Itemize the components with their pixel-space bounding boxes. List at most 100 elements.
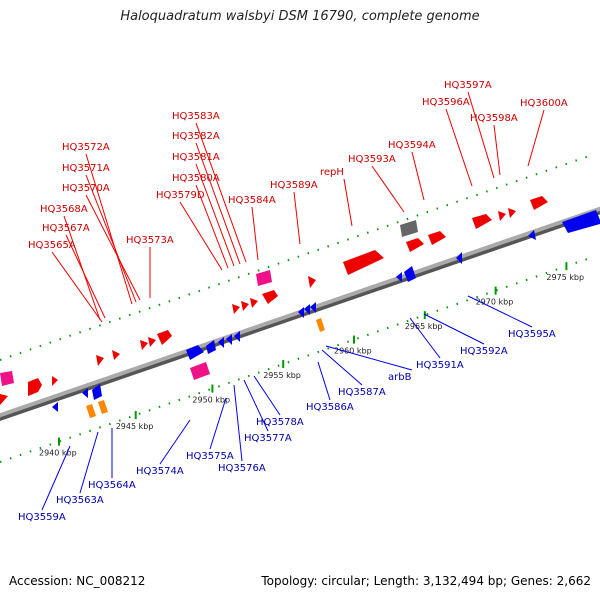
gene-forward	[96, 355, 104, 366]
gene-forward	[157, 330, 172, 345]
gene-label: HQ3579D	[156, 190, 205, 201]
gene-forward	[0, 394, 8, 405]
gene-label: HQ3565A	[28, 240, 76, 251]
gene-label-leader	[85, 153, 133, 305]
gene-label: HQ3595A	[508, 329, 556, 340]
gene-label: HQ3584A	[228, 195, 276, 206]
gene-label: HQ3581A	[172, 152, 220, 163]
gene-label: HQ3567A	[42, 223, 90, 234]
gene-label-leader	[63, 215, 101, 321]
gene-label: HQ3559A	[18, 512, 66, 523]
gene-label-leader	[445, 108, 473, 187]
accession-info: Accession: NC_008212	[9, 574, 146, 588]
scale-ticks: 2940 kbp 2945 kbp 2950 kbp 2955 kbp 2960 kbp…	[39, 262, 584, 458]
gene-label-leader	[325, 345, 413, 371]
gene-forward	[28, 378, 42, 396]
scale-tick-label: 2975 kbp	[546, 273, 584, 282]
gene-label-leader	[243, 379, 269, 432]
gene-label: HQ3591A	[416, 360, 464, 371]
gene-forward	[472, 214, 492, 229]
gene-labels: HQ3565A HQ3567A HQ3568A HQ3570A HQ3571A HQ357…	[18, 80, 568, 523]
gene-label: HQ3571A	[62, 163, 110, 174]
gene-label: HQ3578A	[256, 417, 304, 428]
scale-tick-label: 2955 kbp	[263, 371, 301, 380]
gene-forward	[262, 290, 278, 304]
gene-label-leader	[317, 361, 331, 401]
gene-label-leader	[195, 184, 229, 269]
gene-label-leader	[409, 317, 441, 359]
gene-forward	[530, 196, 548, 210]
gene-other	[316, 318, 325, 332]
gene-forward	[308, 276, 316, 288]
gene-label: HQ3592A	[460, 346, 508, 357]
gene-label-leader	[343, 178, 353, 227]
gene-reverse	[528, 230, 536, 240]
gene-label: HQ3596A	[422, 97, 470, 108]
gene-label-leader	[411, 151, 425, 201]
gene-label-leader	[527, 109, 545, 167]
gene-label: HQ3577A	[244, 433, 292, 444]
gene-label-leader	[51, 251, 103, 323]
gene-reverse	[310, 302, 316, 313]
gene-label: HQ3597A	[444, 80, 492, 91]
gene-label-leader	[371, 165, 405, 213]
gene-label: HQ3573A	[126, 235, 174, 246]
scale-tick-label: 2950 kbp	[192, 396, 230, 405]
gene-reverse	[456, 252, 462, 264]
gene-reverse	[186, 345, 204, 360]
gene-label: repH	[320, 167, 344, 178]
gene-reverse	[52, 402, 58, 412]
gene-label: HQ3586A	[306, 402, 354, 413]
gene-features	[0, 196, 600, 418]
gene-reverse	[218, 337, 224, 348]
gene-forward	[241, 301, 249, 311]
scale-tick-label: 2965 kbp	[405, 322, 443, 331]
gene-label: HQ3563A	[56, 495, 104, 506]
scale-tick-label: 2970 kbp	[476, 298, 514, 307]
gene-label-leader	[41, 445, 71, 511]
gene-reverse	[396, 272, 402, 282]
gene-label-leader	[79, 431, 99, 494]
gene-label-leader	[293, 191, 301, 245]
gene-other	[98, 400, 108, 414]
gene-forward	[250, 298, 258, 308]
topology-info: Topology: circular; Length: 3,132,494 bp…	[261, 574, 591, 588]
gene-forward	[343, 250, 384, 275]
gene-reverse	[92, 384, 102, 400]
gene-forward	[406, 238, 424, 252]
gene-forward	[232, 304, 240, 314]
gene-label: arbB	[388, 372, 412, 383]
gene-reverse	[404, 266, 416, 282]
gene-label-leader	[467, 295, 533, 328]
gene-label-leader	[423, 313, 485, 345]
gene-rna	[256, 270, 272, 286]
gene-label: HQ3575A	[186, 451, 234, 462]
gene-label-leader	[179, 201, 223, 271]
gene-label-leader	[233, 384, 243, 462]
figure-title: Haloquadratum walsbyi DSM 16790, complet…	[120, 9, 480, 24]
gene-label-leader	[253, 375, 281, 416]
gene-label: HQ3594A	[388, 140, 436, 151]
scale-tick-label: 2960 kbp	[334, 347, 372, 356]
gene-forward	[52, 376, 58, 386]
gene-label: HQ3574A	[136, 466, 184, 477]
gene-label-leader	[251, 206, 259, 261]
gene-forward	[112, 350, 120, 360]
gene-label: HQ3580A	[172, 173, 220, 184]
gene-label-leader	[321, 349, 363, 386]
gene-label-leader	[159, 419, 191, 465]
gene-label: HQ3593A	[348, 154, 396, 165]
gene-pseudo	[400, 220, 418, 237]
gene-label-leader	[195, 142, 241, 265]
gene-label-leader	[467, 91, 495, 179]
gene-reverse	[82, 388, 88, 398]
gene-label-leader	[195, 163, 235, 267]
gene-reverse	[206, 340, 216, 354]
gene-label: HQ3600A	[520, 98, 568, 109]
gene-label: HQ3583A	[172, 111, 220, 122]
gene-forward	[148, 337, 156, 347]
gene-label-leaders	[41, 91, 545, 511]
gene-forward	[508, 208, 516, 218]
scale-tick-label: 2940 kbp	[39, 449, 77, 458]
